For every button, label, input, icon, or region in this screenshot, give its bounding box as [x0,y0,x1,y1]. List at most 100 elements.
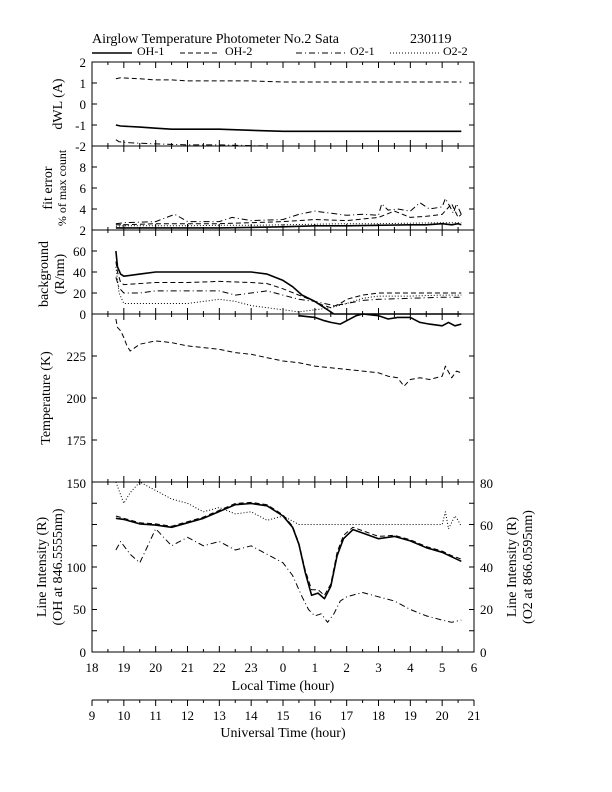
line-rtick-80: 80 [480,476,493,491]
local-tick-label: 22 [213,660,226,675]
dwl-ytick-2: 2 [80,55,87,70]
legend-oh1-label: OH-1 [137,44,164,58]
fit-ytick-8: 8 [80,160,87,175]
series-oh-2-panel-0 [115,77,462,83]
temp-ylabel: Temperature (K) [39,351,54,445]
local-time-xlabel: Local Time (hour) [232,679,335,694]
bg-yticks: 60 40 20 0 [73,244,86,322]
line-rlabel-2: (O2 at 866.0595nm) [521,510,536,624]
bg-ylabel-2: (R/nm) [53,253,68,294]
figure-title: Airglow Temperature Photometer No.2 Sata [92,32,340,47]
local-tick-label: 0 [280,660,287,675]
series-o2-2-panel-4 [115,481,462,530]
fit-yticks: 8 6 4 2 [80,160,87,238]
series-o2-2-panel-2 [115,266,462,313]
local-tick-label: 20 [149,660,162,675]
ut-tick-label: 9 [89,708,96,723]
local-tick-label: 23 [245,660,258,675]
fit-ytick-2: 2 [80,223,87,238]
line-yticks-left: 150 100 50 0 [67,476,87,660]
line-rtick-0: 0 [480,645,487,660]
series-o2-1-panel-0 [115,139,268,147]
series-oh-2-panel-2 [115,261,462,309]
ut-tick-label: 17 [340,708,354,723]
panel-line-frame [91,481,475,653]
local-tick-label: 21 [181,660,194,675]
series-oh-1-panel-1 [115,222,462,229]
panel-bg-frame [91,229,475,315]
ut-tick-label: 18 [372,708,385,723]
data-series [115,77,462,623]
dwl-ytick-1: 1 [80,76,87,91]
fit-ylabel-1: fit error [41,166,56,209]
tick-marks [91,61,475,706]
series-oh-1-panel-0 [115,124,462,133]
fit-ylabel-2: % of max count [55,149,69,226]
ut-tick-label: 21 [468,708,481,723]
legend-o21-label: O2-1 [350,44,375,58]
line-ylabel-2: (OH at 846.5555nm) [51,508,66,625]
line-rtick-60: 60 [480,518,493,533]
line-ytick-0: 0 [80,645,87,660]
legend-oh2-label: OH-2 [225,44,252,58]
series-o2-1-panel-2 [115,277,462,307]
series-o2-1-panel-1 [115,198,462,225]
local-tick-label: 1 [312,660,319,675]
line-rtick-20: 20 [480,602,493,617]
ut-tick-label: 16 [308,708,322,723]
line-ytick-50: 50 [73,602,86,617]
ut-tick-label: 10 [117,708,130,723]
panel-fit-frame [91,145,475,231]
line-ytick-100: 100 [67,560,87,575]
local-tick-label: 19 [117,660,130,675]
line-rlabel-1: Line Intensity (R) [505,517,520,618]
ut-tick-label: 11 [149,708,162,723]
local-tick-label: 18 [86,660,99,675]
local-tick-label: 5 [439,660,446,675]
bg-ylabel-1: background [37,241,52,307]
bg-ytick-60: 60 [73,244,86,259]
local-tick-label: 2 [343,660,350,675]
local-tick-label: 3 [375,660,382,675]
bg-ytick-0: 0 [80,307,87,322]
series-oh-1-panel-2 [115,250,462,315]
dwl-ylabel: dWL (A) [51,78,66,130]
panel-temp-frame [91,313,475,483]
legend-o22-label: O2-2 [443,44,468,58]
ut-ticklabels: 9 10 11 12 13 14 15 16 17 18 19 20 21 [89,708,481,723]
series-oh-2-panel-3 [115,318,462,387]
series-o2-2-panel-1 [115,222,462,227]
local-tick-label: 6 [471,660,478,675]
ut-tick-label: 20 [436,708,449,723]
ut-tick-label: 14 [245,708,259,723]
temp-ytick-200: 200 [67,391,87,406]
line-ytick-150: 150 [67,476,87,491]
series-o2-1-panel-4 [115,528,462,623]
line-ylabel-1: Line Intensity (R) [35,517,50,618]
local-tick-label: 4 [407,660,414,675]
legend: OH-1 OH-2 O2-1 O2-2 [92,44,468,58]
fit-ytick-4: 4 [80,202,87,217]
temp-ytick-175: 175 [67,433,87,448]
temp-yticks: 225 200 175 [67,349,87,448]
ut-tick-label: 15 [277,708,290,723]
figure-date: 230119 [410,32,451,47]
ut-tick-label: 12 [181,708,194,723]
line-rtick-40: 40 [480,560,493,575]
dwl-yticks: 2 1 0 -1 -2 [75,55,86,154]
series-oh-1-panel-4 [115,502,462,600]
dwl-ytick-m1: -1 [75,118,86,133]
panel-dwl-frame [91,61,475,147]
ut-tick-label: 13 [213,708,226,723]
bg-ytick-20: 20 [73,286,86,301]
fit-ytick-6: 6 [80,181,87,196]
line-yticks-right: 80 60 40 20 0 [480,476,493,660]
ut-xlabel: Universal Time (hour) [220,726,346,741]
series-oh-2-panel-1 [115,203,462,226]
series-oh-2-panel-4 [115,501,462,596]
local-time-ticklabels: 18 19 20 21 22 23 0 1 2 3 4 5 6 [86,660,478,675]
dwl-ytick-0: 0 [80,97,87,112]
temp-ytick-225: 225 [67,349,87,364]
dwl-ytick-m2: -2 [75,139,86,154]
